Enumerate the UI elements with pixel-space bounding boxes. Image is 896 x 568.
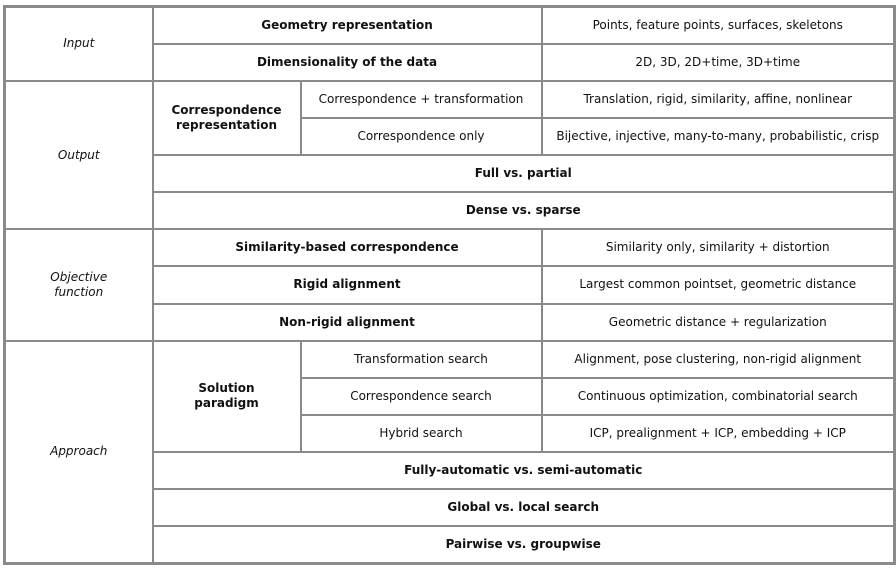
pairwise-vs-groupwise: Pairwise vs. groupwise (151, 525, 896, 565)
full-vs-partial: Full vs. partial (151, 153, 896, 194)
correspondence-only-label: Correspondence only (299, 116, 543, 157)
table-row: Hybrid search ICP, prealignment + ICP, e… (5, 413, 896, 454)
table-row: Non-rigid alignment Geometric distance +… (5, 302, 896, 342)
taxonomy-table: Input Geometry representation Points, fe… (3, 5, 896, 565)
correspondence-transformation-value: Translation, rigid, similarity, affine, … (540, 79, 896, 119)
category-approach: Approach (3, 339, 154, 565)
table-row: Approach Solution paradigm Transformatio… (3, 339, 896, 565)
similarity-based-label: Similarity-based correspondence (151, 228, 543, 268)
table-row: Rigid alignment Largest common pointset,… (5, 265, 896, 305)
table-row: Pairwise vs. groupwise (5, 525, 896, 565)
global-vs-local-search: Global vs. local search (151, 488, 896, 528)
dense-vs-sparse: Dense vs. sparse (151, 191, 896, 231)
non-rigid-alignment-label: Non-rigid alignment (151, 302, 543, 342)
automatic-vs-semi-automatic: Fully-automatic vs. semi-automatic (151, 450, 896, 491)
category-input: Input (3, 5, 154, 82)
hybrid-search-value: ICP, prealignment + ICP, embedding + ICP (540, 413, 896, 454)
category-objective-function: Objective function (3, 228, 154, 342)
correspondence-search-value: Continuous optimization, combinatorial s… (540, 376, 896, 416)
table-row: Full vs. partial (5, 153, 896, 194)
transformation-search-value: Alignment, pose clustering, non-rigid al… (540, 339, 896, 379)
rigid-alignment-value: Largest common pointset, geometric dista… (540, 265, 896, 305)
solution-paradigm-line1: Solution (198, 381, 255, 396)
correspondence-representation-line2: representation (176, 117, 277, 132)
correspondence-representation-label: Correspondence representation (151, 79, 302, 157)
correspondence-only-value: Bijective, injective, many-to-many, prob… (540, 116, 896, 157)
non-rigid-alignment-value: Geometric distance + regularization (540, 302, 896, 342)
dimensionality-value: 2D, 3D, 2D+time, 3D+time (540, 42, 896, 82)
table-row: Dense vs. sparse (5, 191, 896, 231)
transformation-search-label: Transformation search (299, 339, 543, 379)
geometry-representation-value: Points, feature points, surfaces, skelet… (540, 5, 896, 45)
objective-line1: Objective (50, 269, 108, 284)
dimensionality-label: Dimensionality of the data (151, 42, 543, 82)
correspondence-search-label: Correspondence search (299, 376, 543, 416)
table-row: Correspondence only Bijective, injective… (5, 116, 896, 157)
solution-paradigm-label: Solution paradigm (151, 339, 302, 454)
objective-line2: function (54, 284, 104, 299)
geometry-representation-label: Geometry representation (151, 5, 543, 45)
correspondence-representation-line1: Correspondence (171, 102, 282, 117)
table-row: Global vs. local search (5, 488, 896, 528)
table-row: Fully-automatic vs. semi-automatic (5, 450, 896, 491)
correspondence-transformation-label: Correspondence + transformation (299, 79, 543, 119)
hybrid-search-label: Hybrid search (299, 413, 543, 454)
solution-paradigm-line2: paradigm (194, 396, 259, 411)
category-output: Output (3, 79, 154, 231)
table-row: Correspondence search Continuous optimiz… (5, 376, 896, 416)
table-row: Input Geometry representation Points, fe… (3, 5, 896, 82)
table-row: Output Correspondence representation Cor… (3, 79, 896, 231)
table-row: Objective function Similarity-based corr… (3, 228, 896, 342)
rigid-alignment-label: Rigid alignment (151, 265, 543, 305)
similarity-based-value: Similarity only, similarity + distortion (540, 228, 896, 268)
table-row: Dimensionality of the data 2D, 3D, 2D+ti… (5, 42, 896, 82)
